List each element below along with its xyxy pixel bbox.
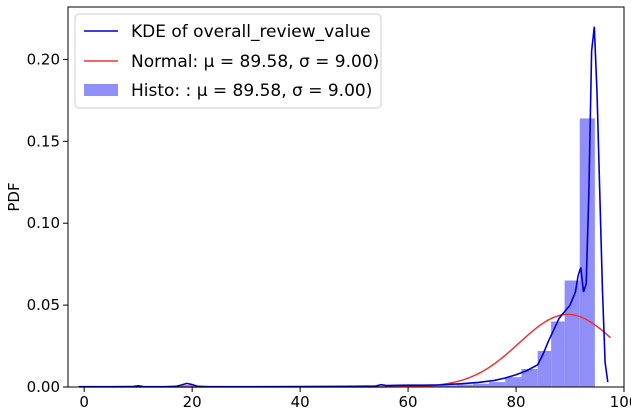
legend-kde-label: KDE of overall_review_value bbox=[131, 22, 371, 42]
x-tick-label: 0 bbox=[79, 393, 89, 411]
x-tick-label: 100 bbox=[610, 393, 631, 411]
histogram-bar bbox=[181, 385, 198, 387]
x-axis: 0 20 40 60 80 100 bbox=[79, 387, 631, 411]
histogram-bar bbox=[440, 385, 457, 387]
y-axis-label: PDF bbox=[5, 182, 23, 211]
x-tick-label: 80 bbox=[506, 393, 525, 411]
legend-normal-label: Normal: μ = 89.58, σ = 9.00) bbox=[131, 52, 379, 72]
histogram-bar bbox=[521, 368, 538, 387]
y-tick-label: 0.15 bbox=[27, 132, 60, 150]
y-tick-label: 0.10 bbox=[27, 214, 60, 232]
y-tick-label: 0.20 bbox=[27, 50, 60, 68]
histogram-bar bbox=[456, 384, 473, 387]
legend: KDE of overall_review_value Normal: μ = … bbox=[74, 13, 382, 109]
legend-box bbox=[74, 13, 382, 109]
plot-frame bbox=[67, 6, 625, 388]
x-tick-label: 20 bbox=[183, 393, 202, 411]
histogram-bar bbox=[564, 280, 580, 387]
kde-curve bbox=[78, 26, 609, 388]
histogram-bar bbox=[489, 382, 506, 387]
y-tick-label: 0.05 bbox=[27, 296, 60, 314]
legend-histogram-swatch bbox=[84, 84, 118, 96]
x-tick-label: 60 bbox=[399, 393, 418, 411]
histogram-bar bbox=[424, 385, 441, 387]
histogram-bar bbox=[551, 321, 565, 387]
x-tick-label: 40 bbox=[291, 393, 310, 411]
y-tick-label: 0.00 bbox=[27, 378, 60, 396]
histogram-bar bbox=[505, 377, 522, 387]
y-axis: 0.00 0.05 0.10 0.15 0.20 bbox=[27, 50, 68, 396]
histogram-bar bbox=[537, 350, 552, 387]
histogram-bar bbox=[472, 383, 490, 387]
legend-histogram-label: Histo: : μ = 89.58, σ = 9.00) bbox=[131, 81, 372, 101]
